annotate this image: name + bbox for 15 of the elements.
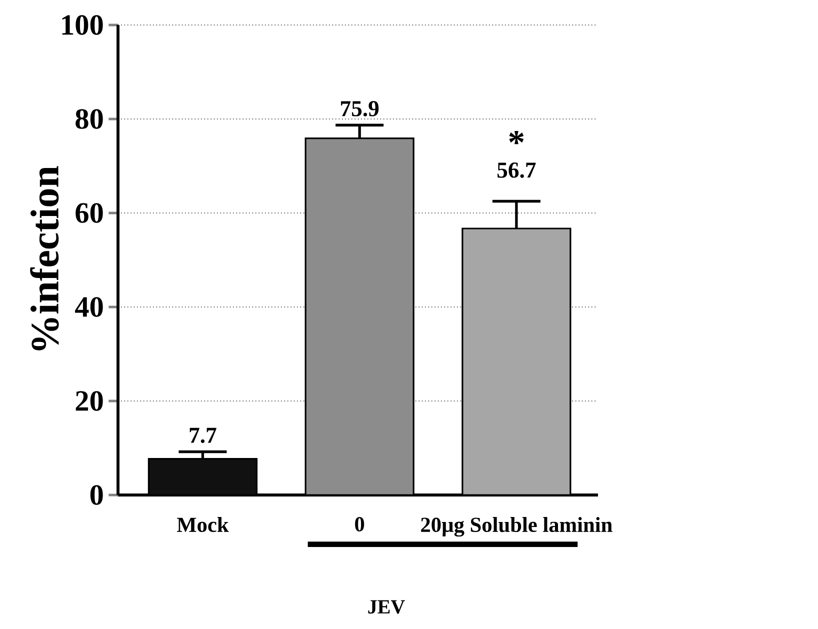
y-axis-title: %infection xyxy=(30,166,59,350)
x-tick-label: Mock xyxy=(176,517,229,532)
y-tick-label: 40 xyxy=(75,297,103,317)
y-tick-label: 80 xyxy=(76,109,103,129)
x-tick-label: 20µg Soluble laminin xyxy=(421,517,612,537)
data-label: 7.7 xyxy=(190,428,216,444)
y-tick-label: 0 xyxy=(90,485,103,505)
data-label: 75.9 xyxy=(341,101,379,116)
annotation: * xyxy=(509,130,524,144)
y-tick-label: 100 xyxy=(62,15,103,35)
y-tick-label: 20 xyxy=(76,391,103,411)
x-tick-label: 0 xyxy=(355,517,364,532)
y-tick-label: 60 xyxy=(76,203,103,223)
text: JEV xyxy=(368,600,405,614)
data-label: 56.7 xyxy=(498,162,536,178)
